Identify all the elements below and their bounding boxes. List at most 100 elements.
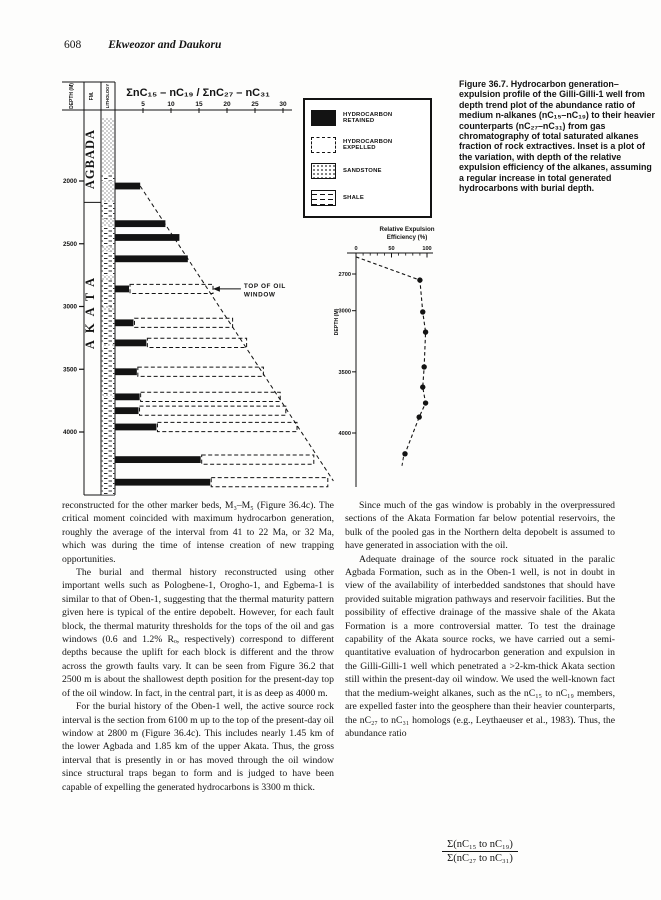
lithology-sandstone-band [101,246,115,252]
paragraph: For the burial history of the Oben-1 wel… [62,701,334,793]
lithology-column-header: LITHOLOGY [105,84,110,109]
legend-label: HYDROCARBON EXPELLED [343,138,393,151]
shale-swatch [311,189,336,206]
total-generated-line [139,185,334,482]
retained-bar [115,423,157,431]
data-point [417,277,423,283]
data-point [420,309,426,315]
lithology-sandstone-band [101,306,115,311]
paragraph: reconstructed for the other marker beds,… [62,500,334,565]
efficiency-curve-tail [401,456,404,466]
inset-depth-axis-label: DEPTH (M) [334,308,340,335]
lithology-shale-band [101,202,115,219]
lithology-sandstone-band [101,275,115,281]
body-column-right: Since much of the gas window is probably… [345,499,615,740]
depth-tick-label: 4000 [63,429,78,436]
legend-item: SANDSTONE [311,163,424,180]
lithology-shale-band [101,346,115,395]
retained-bar [115,456,201,464]
page-number: 608 [64,39,82,51]
data-point [421,364,427,370]
x-tick-label: 30 [279,101,287,108]
expelled-bar [137,366,264,377]
efficiency-curve [355,256,427,454]
inset-x-tick-label: 0 [354,246,357,252]
depth-axis-header: DEPTH (M) [69,83,75,109]
inset-depth-tick-label: 4000 [339,431,351,437]
hydrocarbon-retained-swatch [311,110,336,127]
x-axis-title: ΣnC₁₅ – nC₁₉ / ΣnC₂₇ – nC₃₁ [126,87,270,99]
running-head-authors: Ekweozor and Daukoru [108,39,222,51]
abundance-ratio-formula: Σ(nC₁₅ to nC₁₉) Σ(nC₂₇ to nC₃₁) [345,839,615,864]
inset-depth-tick-label: 2700 [339,272,351,278]
expelled-bar [210,477,329,488]
legend-label: SHALE [343,194,364,201]
retained-bar [115,182,141,190]
lithology-shale-band [101,310,115,345]
chart-legend: HYDROCARBON RETAINED HYDROCARBON EXPELLE… [303,98,432,218]
data-point [402,451,408,457]
body-column-left: reconstructed for the other marker beds,… [62,499,334,794]
x-tick-label: 5 [141,101,145,108]
inset-x-tick-label: 50 [388,246,394,252]
expelled-bar [146,337,248,348]
expelled-bar [139,405,287,416]
legend-item: HYDROCARBON RETAINED [311,110,424,127]
expelled-bar [140,391,281,402]
legend-item: SHALE [311,189,424,206]
lithology-sandstone-band [101,344,115,347]
inset-x-tick-label: 100 [422,246,431,252]
expelled-bar [156,421,298,433]
legend-label: SANDSTONE [343,168,382,175]
fm-column-header: FM. [89,91,95,100]
lithology-shale-band [101,226,115,247]
depth-tick-label: 2000 [63,178,78,185]
sandstone-swatch [311,163,336,180]
retained-bar [115,339,147,347]
formation-label-akata: AKATA [83,271,97,349]
paragraph: The burial and thermal history reconstru… [62,567,334,699]
depth-tick-label: 3000 [63,304,78,311]
retained-bar [115,220,166,228]
running-head: 608 Ekweozor and Daukoru [64,39,221,51]
main-depth-profile-chart: DEPTH (M) FM. LITHOLOGY ΣnC₁₅ – nC₁₉ / ΣnC₂… [62,81,334,496]
fraction: Σ(nC₁₅ to nC₁₉) Σ(nC₂₇ to nC₃₁) [442,839,518,864]
oil-window-label: TOP OF OIL [244,283,286,290]
x-tick-label: 25 [251,101,259,108]
annotation-arrow-head [212,286,220,292]
lithology-sandstone-band [101,118,115,175]
data-point [420,384,426,390]
retained-bar [115,319,134,327]
formula-numerator: Σ(nC₁₅ to nC₁₉) [447,839,513,850]
lithology-sandstone-band [101,181,115,203]
lithology-sandstone-band [101,218,115,227]
inset-title: Relative Expulsion [379,226,434,233]
expelled-bar [201,454,315,465]
retained-bar [115,255,188,263]
depth-tick-label: 2500 [63,241,78,248]
inset-depth-tick-label: 3000 [339,309,351,315]
oil-window-label: WINDOW [244,291,276,298]
x-tick-label: 20 [223,101,231,108]
retained-bar [115,368,137,376]
formation-label-agbada: AGBADA [83,129,97,189]
paragraph: Since much of the gas window is probably… [345,500,615,552]
data-point [416,414,422,420]
depth-tick-label: 3500 [63,366,78,373]
paragraph: Adequate drainage of the source rock sit… [345,553,615,739]
figure-caption: Figure 36.7. Hydrocarbon generation–expu… [459,79,655,194]
inset-title: Efficiency (%) [387,234,428,241]
legend-label: HYDROCARBON RETAINED [343,112,393,125]
data-point [422,329,429,335]
lithology-shale-band [101,280,115,307]
lithology-shale-band [101,396,115,495]
legend-item: HYDROCARBON EXPELLED [311,136,424,153]
x-tick-label: 15 [195,101,203,108]
lithology-shale-band [101,174,115,181]
data-point [422,400,429,406]
figure-chart: DEPTH (M) FM. LITHOLOGY ΣnC₁₅ – nC₁₉ / ΣnC₂… [62,81,435,496]
formula-denominator: Σ(nC₂₇ to nC₃₁) [442,851,518,864]
lithology-sandstone-band [101,394,115,397]
